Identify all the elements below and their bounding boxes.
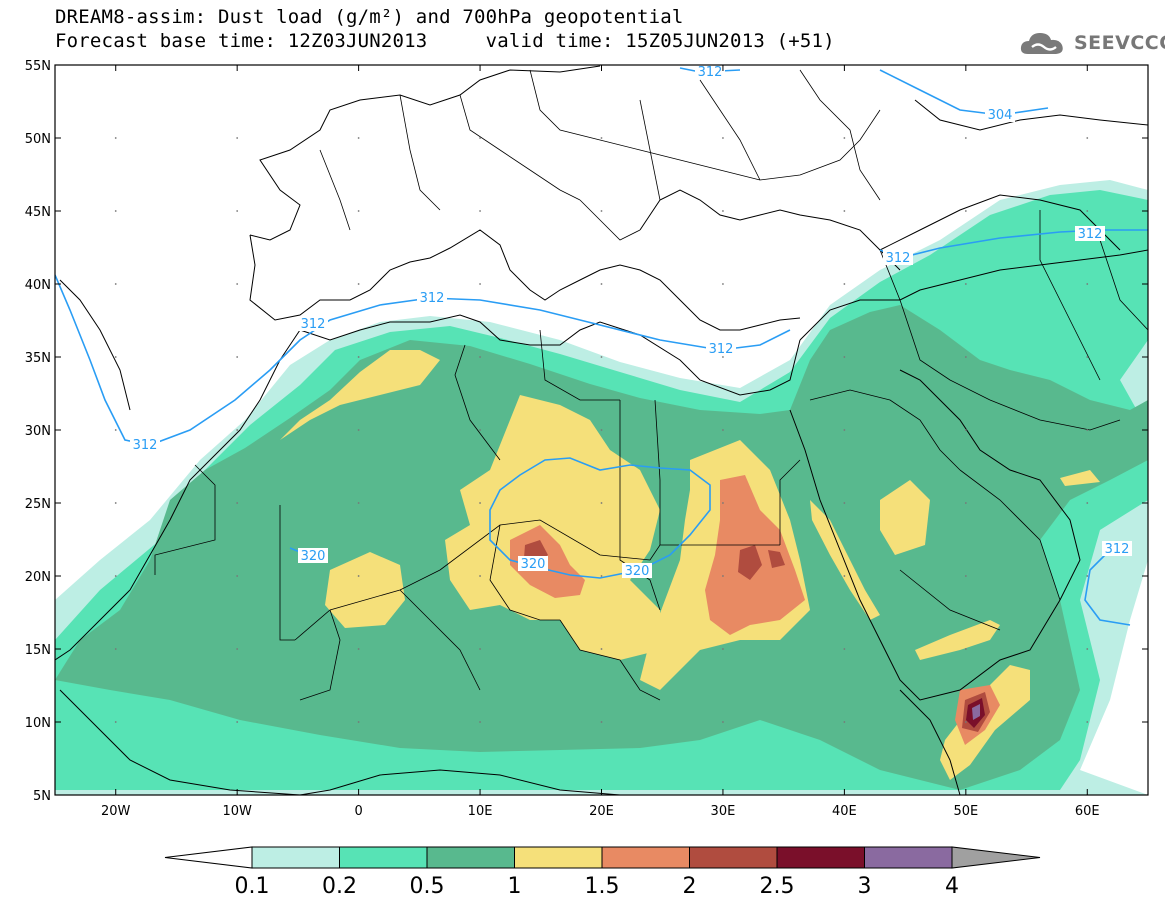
- colorbar-label: 0.5: [410, 874, 445, 899]
- lat-tick-label: 10N: [25, 716, 51, 731]
- contour-label: 304: [988, 108, 1013, 123]
- colorbar: 0.1 0.2 0.5 1 1.5 2 2.5 3 4: [164, 846, 1041, 899]
- lat-tick-label: 5N: [33, 789, 51, 804]
- colorbar-label: 0.1: [235, 874, 270, 899]
- logo-text: SEEVCCC: [1074, 32, 1165, 54]
- colorbar-label: 0.2: [322, 874, 357, 899]
- coastlines: [55, 65, 1148, 795]
- colorbar-segment: [426, 846, 515, 869]
- dust-level-1-d: [280, 350, 440, 440]
- lat-labels: 55N 50N 45N 40N 35N 30N 25N 20N 15N 10N 5N: [25, 59, 51, 804]
- contour-label: 312: [1078, 227, 1103, 242]
- lat-tick-label: 45N: [25, 205, 51, 220]
- lat-tick-label: 20N: [25, 570, 51, 585]
- dust-level-2-a: [738, 545, 762, 580]
- contour-label: 312: [886, 251, 911, 266]
- colorbar-high-arrow: [951, 846, 1041, 869]
- lon-tick-label: 20E: [589, 804, 614, 819]
- colorbar-segment: [339, 846, 428, 869]
- lon-tick-label: 30E: [711, 804, 736, 819]
- dust-level-1-g: [810, 500, 880, 620]
- colorbar-segment: [601, 846, 690, 869]
- contour-labels: 312 312 304 312 312 312 312 312 312 320 …: [130, 64, 1132, 579]
- colorbar-label: 4: [945, 874, 959, 899]
- lat-tick-label: 25N: [25, 497, 51, 512]
- contour-label: 320: [625, 564, 650, 579]
- dust-level-1-c: [325, 552, 405, 628]
- lon-tick-label: 0: [354, 804, 362, 819]
- colorbar-label: 1: [508, 874, 522, 899]
- contour-label: 312: [133, 438, 158, 453]
- colorbar-label: 3: [858, 874, 872, 899]
- dust-level-1-h: [915, 620, 1000, 660]
- colorbar-segment: [689, 846, 778, 869]
- lat-tick-label: 15N: [25, 643, 51, 658]
- lon-tick-label: 10E: [468, 804, 493, 819]
- colorbar-label: 1.5: [585, 874, 620, 899]
- dust-level-1-e: [880, 480, 930, 555]
- contour-label: 320: [301, 549, 326, 564]
- dust-level-3: [972, 704, 980, 720]
- map-title: DREAM8-assim: Dust load (g/m²) and 700hP…: [55, 6, 684, 28]
- colorbar-segment: [864, 846, 953, 869]
- contour-304: [879, 69, 1049, 116]
- lat-tick-label: 40N: [25, 278, 51, 293]
- contour-312-ea: [1084, 549, 1131, 626]
- dust-level-2-b: [768, 550, 785, 568]
- seevccc-logo: SEEVCCC: [1018, 28, 1165, 58]
- contour-label: 312: [698, 65, 723, 80]
- map-subtitle: Forecast base time: 12Z03JUN2013 valid t…: [55, 30, 835, 52]
- colorbar-label: 2: [683, 874, 697, 899]
- lon-labels: 20W 10W 0 10E 20E 30E 40E 50E 60E: [101, 804, 1100, 819]
- contour-label: 312: [1105, 542, 1130, 557]
- colorbar-label: 2.5: [760, 874, 795, 899]
- colorbar-segment: [251, 846, 340, 869]
- lat-tick-label: 35N: [25, 351, 51, 366]
- axis-ticks: [55, 64, 1148, 796]
- lon-tick-label: 50E: [953, 804, 978, 819]
- cloud-icon: [1020, 33, 1063, 54]
- contour-label: 312: [709, 342, 734, 357]
- colorbar-segment: [514, 846, 603, 869]
- lat-tick-label: 30N: [25, 424, 51, 439]
- lat-tick-label: 55N: [25, 59, 51, 74]
- dust-level-1-i: [1060, 470, 1100, 486]
- colorbar-segment: [776, 846, 865, 869]
- lon-tick-label: 40E: [832, 804, 857, 819]
- contour-label: 312: [301, 317, 326, 332]
- dust-field: [55, 180, 1148, 795]
- lon-tick-label: 20W: [101, 804, 131, 819]
- contour-label: 320: [521, 557, 546, 572]
- contour-label: 312: [420, 291, 445, 306]
- borders: [154, 69, 1148, 701]
- lat-tick-label: 50N: [25, 132, 51, 147]
- lon-tick-label: 60E: [1075, 804, 1100, 819]
- colorbar-low-arrow: [164, 846, 253, 869]
- lon-tick-label: 10W: [222, 804, 252, 819]
